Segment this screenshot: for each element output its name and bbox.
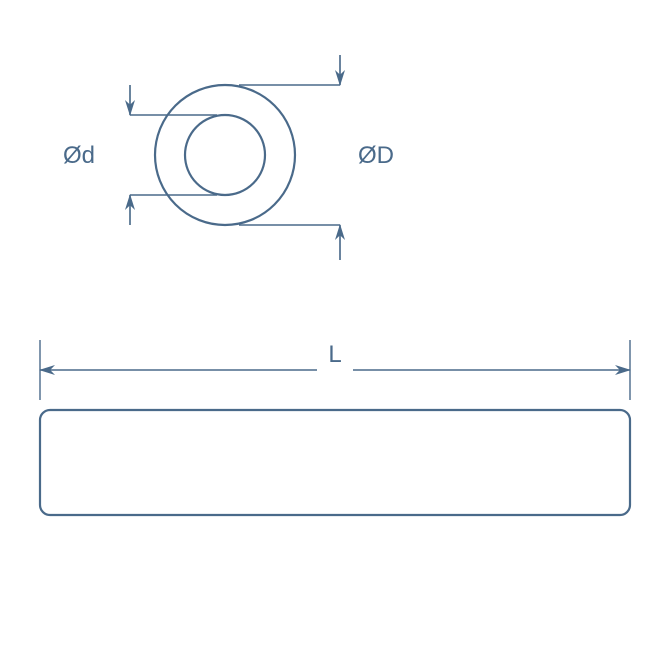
dimension-L-label: L (328, 341, 341, 368)
inner-diameter-circle (185, 115, 265, 195)
dimension-inner-diameter: Ød (63, 85, 130, 225)
technical-drawing: Ød ØD L (0, 0, 670, 670)
dimension-outer-diameter: ØD (340, 55, 394, 260)
outer-diameter-circle (155, 85, 295, 225)
dimension-length: L (40, 340, 630, 400)
dimension-D-label: ØD (358, 142, 394, 169)
dimension-d-label: Ød (63, 142, 95, 169)
tube-side-view (40, 410, 630, 515)
